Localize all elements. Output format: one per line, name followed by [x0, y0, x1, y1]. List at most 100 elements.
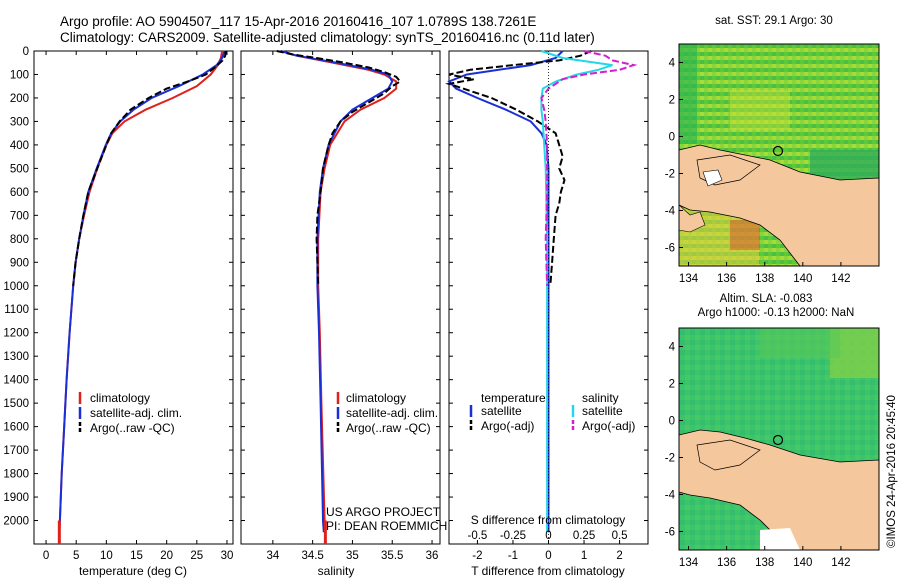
- x-tick-label: 34.5: [301, 550, 323, 562]
- x-tick-label: 1: [581, 550, 587, 562]
- salinity-legend: climatology satellite-adj. clim. Argo(..…: [336, 391, 438, 435]
- map-y-tick-label: 0: [669, 132, 675, 144]
- argo-position-marker: [772, 434, 784, 446]
- series-satellite-adj: [58, 50, 226, 533]
- s-difference-axis-label: S difference from climatology: [471, 513, 626, 527]
- x-tick-label: -2: [472, 550, 482, 562]
- difference-legend: temperature satellite Argo(-adj) salinit…: [469, 391, 635, 433]
- imos-timestamp: ©IMOS 24-Apr-2016 20:45:40: [886, 395, 898, 548]
- depth-tick-label: 700: [10, 210, 29, 222]
- figure-title-line1: Argo profile: AO 5904507_117 15-Apr-2016…: [60, 14, 536, 29]
- legend-label-climatology: climatology: [346, 391, 406, 405]
- difference-curves: [445, 50, 638, 533]
- x-tick-label: 34: [266, 550, 279, 562]
- temperature-axis-label: temperature (deg C): [79, 564, 187, 578]
- legend-heading-temperature: temperature: [481, 391, 546, 405]
- depth-tick-label: 1800: [3, 469, 29, 481]
- map-x-tick-label: 140: [793, 273, 812, 285]
- depth-tick-label: 900: [10, 257, 29, 269]
- x-tick-label: 5: [73, 550, 79, 562]
- depth-tick-label: 1500: [3, 398, 29, 410]
- x-tick-label: 25: [190, 550, 203, 562]
- legend-label-argo: Argo(..raw -QC): [346, 421, 431, 435]
- salinity-axis-label: salinity: [318, 564, 355, 578]
- series-argo: [276, 50, 402, 286]
- x-tick-label: 35: [346, 550, 359, 562]
- sla-map-ticks: 134 136 138 140 142 4 2 0 -2 -4 -6: [665, 342, 851, 570]
- credit-pi: PI: DEAN ROEMMICH: [326, 519, 447, 533]
- s-x-tick-label: -0.5: [468, 530, 488, 542]
- map-y-tick-label: -4: [665, 206, 676, 218]
- x-tick-label: 30: [221, 550, 234, 562]
- s-x-tick-label: -0.25: [500, 530, 526, 542]
- legend-label-satellite: satellite-adj. clim.: [90, 406, 182, 420]
- figure-title-line2: Climatology: CARS2009. Satellite-adjuste…: [60, 30, 595, 45]
- sst-map-ticks: 134 136 138 140 142 4 2 0 -2 -4 -6: [665, 58, 851, 286]
- legend-label-satellite: satellite-adj. clim.: [346, 406, 438, 420]
- x-tick-label: 2: [616, 550, 622, 562]
- depth-tick-label: 1200: [3, 328, 29, 340]
- map-y-tick-label: 4: [669, 58, 676, 70]
- axis-ticks: [34, 50, 648, 522]
- legend-label-t-argo: Argo(-adj): [481, 419, 534, 433]
- x-tick-label: 36: [426, 550, 439, 562]
- depth-tick-label: 0: [23, 46, 29, 58]
- depth-tick-label: 1600: [3, 422, 29, 434]
- legend-label-argo: Argo(..raw -QC): [90, 421, 175, 435]
- map-x-tick-label: 138: [755, 557, 774, 569]
- legend-heading-salinity: salinity: [582, 391, 619, 405]
- sla-map-title-line1: Altim. SLA: -0.083: [720, 293, 813, 305]
- sst-map-frame: [678, 43, 880, 267]
- x-tick-label: 15: [130, 550, 143, 562]
- argo-position-marker: [772, 145, 784, 157]
- temperature-x-tick-labels: 0 5 10 15 20 25 30: [43, 51, 234, 562]
- s-x-tick-label: 0: [545, 530, 551, 542]
- x-tick-label: 0: [545, 550, 551, 562]
- depth-tick-label: 100: [10, 69, 29, 81]
- map-y-tick-label: -2: [665, 169, 675, 181]
- temperature-curves: [57, 50, 227, 544]
- map-y-tick-label: 2: [669, 379, 675, 391]
- depth-tick-label: 600: [10, 187, 29, 199]
- sst-map: [679, 44, 879, 266]
- depth-tick-label: 1100: [4, 304, 29, 316]
- salinity-x-tick-labels: 34 34.5 35 35.5 36: [266, 51, 438, 562]
- temperature-legend: climatology satellite-adj. clim. Argo(..…: [78, 391, 182, 435]
- series-argo: [72, 50, 227, 286]
- map-y-tick-label: -4: [665, 490, 676, 502]
- map-x-tick-label: 138: [755, 273, 774, 285]
- depth-tick-label: 200: [10, 93, 29, 105]
- temperature-plot-frame: [33, 50, 234, 545]
- x-tick-label: -1: [508, 550, 518, 562]
- salinity-curves: [276, 50, 402, 544]
- depth-tick-label: 1400: [3, 375, 29, 387]
- map-y-tick-label: 4: [669, 342, 676, 354]
- map-x-tick-label: 142: [831, 273, 850, 285]
- map-y-tick-label: -2: [665, 453, 675, 465]
- legend-label-t-satellite: satellite: [481, 404, 522, 418]
- x-tick-label: 10: [100, 550, 113, 562]
- depth-tick-label: 400: [10, 140, 29, 152]
- map-x-tick-label: 142: [831, 557, 850, 569]
- legend-label-s-satellite: satellite: [582, 404, 623, 418]
- map-x-tick-label: 134: [679, 273, 699, 285]
- map-y-tick-label: 0: [669, 416, 675, 428]
- x-tick-label: 0: [43, 550, 49, 562]
- sla-map-frame: [678, 327, 880, 551]
- series-t-satellite: [447, 50, 564, 533]
- depth-tick-labels: 0 100 200 300 400 500 600 700 800 900 1000 1100 1200…: [3, 46, 29, 528]
- sla-map: [679, 328, 879, 550]
- map-y-tick-label: -6: [665, 243, 675, 255]
- series-t-argo: [445, 50, 592, 286]
- x-tick-label: 35.5: [381, 550, 403, 562]
- sst-map-title: sat. SST: 29.1 Argo: 30: [715, 15, 833, 27]
- sla-map-title-line2: Argo h1000: -0.13 h2000: NaN: [698, 307, 855, 319]
- depth-tick-label: 300: [10, 116, 29, 128]
- credit-project: US ARGO PROJECT: [326, 505, 441, 519]
- map-x-tick-label: 134: [679, 557, 699, 569]
- depth-tick-label: 1900: [3, 492, 29, 504]
- depth-tick-label: 1300: [3, 351, 29, 363]
- depth-tick-label: 2000: [3, 516, 29, 528]
- depth-tick-label: 500: [10, 163, 29, 175]
